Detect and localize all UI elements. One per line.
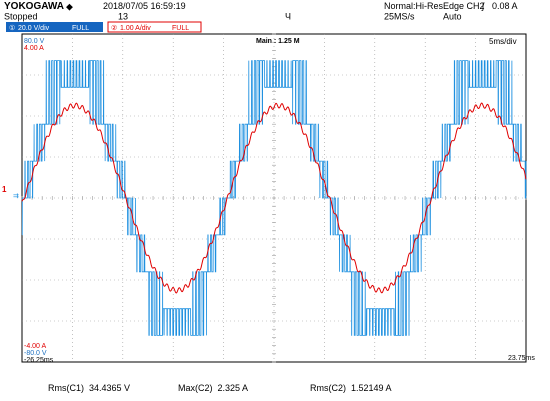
- time-end: 23.75ms: [508, 355, 535, 362]
- datetime: 2018/07/05 16:59:19: [103, 1, 186, 11]
- measurement-label: Rms(C2): [310, 383, 346, 393]
- ch2-top-scale: 4.00 A: [24, 45, 44, 52]
- main-record-label: Main : 1.25 M: [256, 38, 300, 45]
- waveform-traces: [21, 60, 527, 336]
- measurement-value: 34.4365 V: [89, 383, 131, 393]
- measurement-label: Max(C2): [178, 383, 213, 393]
- sample-rate: 25MS/s: [384, 12, 415, 22]
- trigger-mode: Auto: [443, 12, 462, 22]
- ch1-top-scale: 80.0 V: [24, 38, 45, 45]
- ch2-badge-icon: ②: [111, 24, 117, 32]
- trigger-position-icon: Ч: [285, 12, 291, 22]
- ch2-current-trace: [21, 102, 527, 294]
- brand-logo: YOKOGAWA: [4, 1, 64, 12]
- ch2-bottom-scale: -4.00 A: [24, 343, 47, 350]
- ch1-ground-marker[interactable]: ⇉: [13, 193, 19, 200]
- ch1-voltage-trace: [21, 60, 527, 336]
- ch1-bandwidth: FULL: [72, 25, 89, 32]
- ch2-scale: 1.00 A/div: [120, 25, 151, 32]
- acq-count: 13: [118, 12, 128, 22]
- timebase-label: 5ms/div: [489, 37, 517, 46]
- measurement-value: 2.325 A: [217, 383, 249, 393]
- ch1-badge-icon: ①: [9, 24, 15, 32]
- measurement-label: Rms(C1): [48, 383, 84, 393]
- ch1-scale: 20.0 V/div: [18, 25, 50, 32]
- measurement-max-c2: Max(C2) 2.325 A: [178, 383, 248, 393]
- ch1-bottom-scale: -80.0 V: [24, 350, 47, 357]
- brand-diamond-icon: ◆: [66, 2, 73, 12]
- run-status: Stopped: [4, 12, 38, 22]
- acq-mode: Normal:Hi-Res: [384, 1, 444, 11]
- measurement-rms-c2: Rms(C2) 1.52149 A: [310, 383, 392, 393]
- ch2-ground-marker[interactable]: 1: [2, 185, 7, 194]
- ch1-scale-badge[interactable]: [6, 22, 103, 32]
- trigger-source: Edge CH2: [443, 1, 485, 11]
- ch2-bandwidth: FULL: [172, 25, 189, 32]
- measurement-value: 1.52149 A: [351, 383, 392, 393]
- ch2-scale-badge[interactable]: [107, 21, 202, 33]
- measurement-rms-c1: Rms(C1) 34.4365 V: [48, 383, 130, 393]
- trigger-level: 0.08 A: [492, 1, 518, 11]
- time-start: -26.25ms: [24, 357, 54, 364]
- trigger-edge-icon: ʃ: [481, 1, 485, 11]
